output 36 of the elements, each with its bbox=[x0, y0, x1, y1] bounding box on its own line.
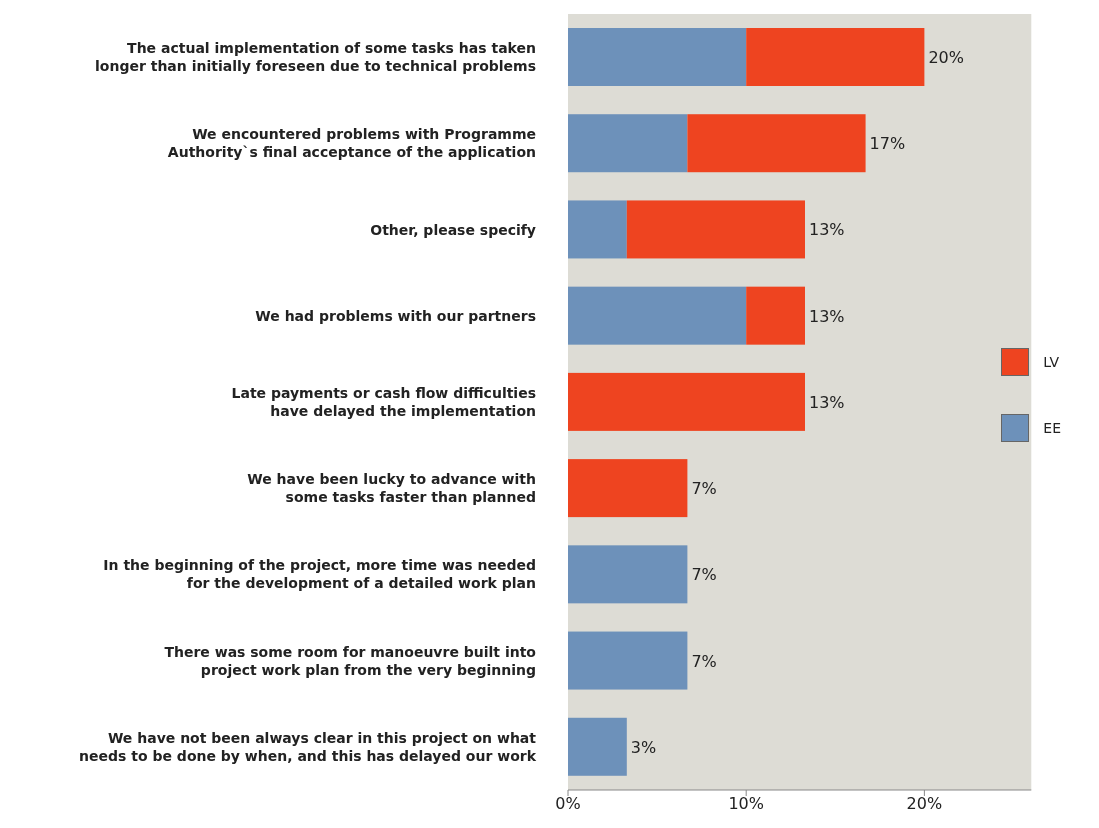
y-tick-label: We had problems with our partners bbox=[255, 307, 536, 324]
legend-label: LV bbox=[1043, 354, 1060, 370]
bar bbox=[568, 200, 627, 259]
legend-label: EE bbox=[1043, 420, 1061, 436]
bar bbox=[746, 286, 805, 345]
bar bbox=[568, 717, 627, 776]
total-label: 7% bbox=[691, 479, 717, 499]
y-tick-label: Late payments or cash flow difficulties have delayed the implementation bbox=[231, 385, 536, 419]
total-label: 3% bbox=[630, 737, 657, 757]
total-label: 13% bbox=[808, 392, 845, 412]
y-tick-label: We encountered problems with Programme Authority`s final acceptance of the application bbox=[167, 126, 536, 161]
bar bbox=[568, 631, 688, 690]
bar bbox=[568, 545, 688, 604]
y-tick-label: There was some room for manoeuvre built into project work plan from the very beginning bbox=[164, 643, 537, 678]
bar bbox=[626, 200, 805, 259]
y-tick-label: In the beginning of the project, more time was needed for the development of a detailed work plan bbox=[103, 557, 536, 592]
bar bbox=[568, 114, 688, 173]
y-tick-label: We have been lucky to advance with some tasks faster than planned bbox=[247, 471, 536, 506]
total-label: 7% bbox=[691, 651, 717, 671]
total-label: 17% bbox=[869, 134, 906, 154]
x-tick-label: 20% bbox=[906, 794, 943, 814]
bar bbox=[568, 28, 747, 86]
x-tick-label: 10% bbox=[728, 794, 764, 814]
bar bbox=[687, 114, 866, 173]
x-tick-label: 0% bbox=[555, 794, 581, 814]
total-label: 13% bbox=[808, 306, 845, 326]
total-label: 13% bbox=[808, 220, 845, 240]
bar bbox=[568, 286, 747, 345]
y-tick-label: The actual implementation of some tasks has taken longer than initially foreseen due to technical problems bbox=[95, 40, 536, 75]
y-tick-label: We have not been always clear in this project on what needs to be done by when, and this has delayed our work bbox=[79, 729, 537, 764]
bar bbox=[568, 459, 688, 518]
bar bbox=[568, 372, 805, 431]
bar bbox=[746, 28, 925, 86]
total-label: 20% bbox=[928, 48, 964, 67]
y-tick-label: Other, please specify bbox=[370, 221, 536, 238]
total-label: 7% bbox=[691, 565, 717, 585]
